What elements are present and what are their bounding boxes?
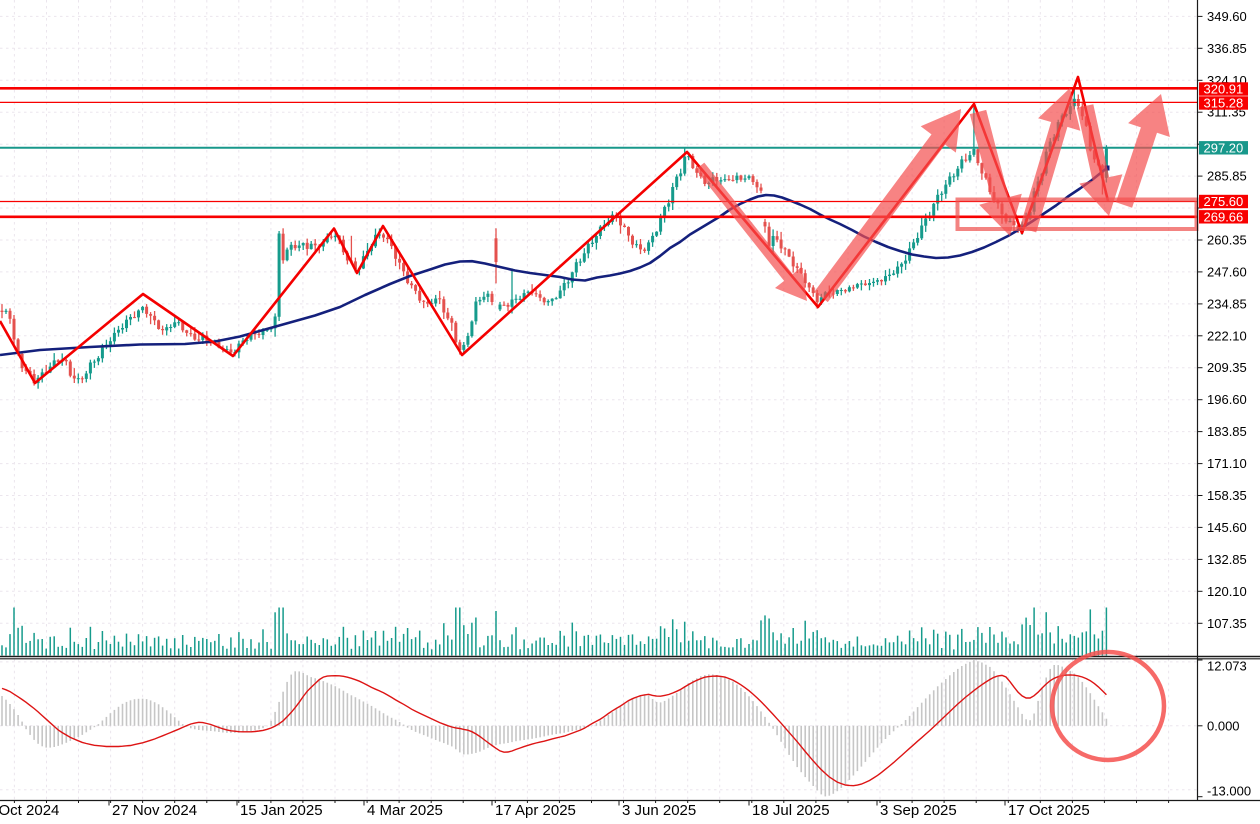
svg-text:12.073: 12.073 xyxy=(1207,659,1247,674)
svg-text:315.28: 315.28 xyxy=(1204,96,1244,111)
svg-text:320.91: 320.91 xyxy=(1204,82,1244,97)
svg-text:183.85: 183.85 xyxy=(1207,424,1247,439)
svg-text:3 Sep 2025: 3 Sep 2025 xyxy=(880,802,957,819)
svg-text:269.66: 269.66 xyxy=(1204,209,1244,224)
svg-text:107.35: 107.35 xyxy=(1207,616,1247,631)
svg-text:27 Nov 2024: 27 Nov 2024 xyxy=(112,802,197,819)
svg-text:9 Oct 2024: 9 Oct 2024 xyxy=(0,802,59,819)
svg-text:18 Jul 2025: 18 Jul 2025 xyxy=(752,802,830,819)
svg-text:145.60: 145.60 xyxy=(1207,520,1247,535)
svg-text:17 Oct 2025: 17 Oct 2025 xyxy=(1008,802,1090,819)
svg-text:260.35: 260.35 xyxy=(1207,233,1247,248)
svg-text:285.85: 285.85 xyxy=(1207,169,1247,184)
svg-text:234.85: 234.85 xyxy=(1207,296,1247,311)
svg-text:297.20: 297.20 xyxy=(1204,140,1244,155)
svg-text:247.60: 247.60 xyxy=(1207,264,1247,279)
svg-text:336.85: 336.85 xyxy=(1207,41,1247,56)
svg-text:120.10: 120.10 xyxy=(1207,584,1247,599)
svg-text:-13.000: -13.000 xyxy=(1207,784,1251,799)
svg-text:275.60: 275.60 xyxy=(1204,194,1244,209)
svg-text:4 Mar 2025: 4 Mar 2025 xyxy=(367,802,443,819)
svg-text:3 Jun 2025: 3 Jun 2025 xyxy=(622,802,696,819)
svg-text:0.000: 0.000 xyxy=(1207,718,1240,733)
svg-text:17 Apr 2025: 17 Apr 2025 xyxy=(495,802,576,819)
svg-text:158.35: 158.35 xyxy=(1207,488,1247,503)
svg-text:209.35: 209.35 xyxy=(1207,360,1247,375)
svg-text:15 Jan 2025: 15 Jan 2025 xyxy=(240,802,323,819)
svg-text:132.85: 132.85 xyxy=(1207,552,1247,567)
svg-text:222.10: 222.10 xyxy=(1207,328,1247,343)
svg-text:171.10: 171.10 xyxy=(1207,456,1247,471)
svg-text:349.60: 349.60 xyxy=(1207,9,1247,24)
svg-text:196.60: 196.60 xyxy=(1207,392,1247,407)
